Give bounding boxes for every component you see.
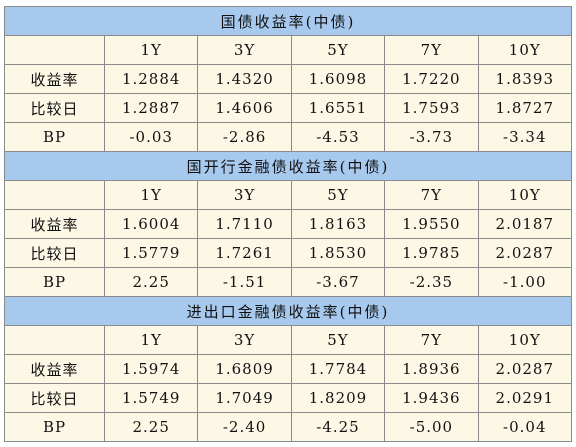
yield-table: 国债收益率(中债) 1Y 3Y 5Y 7Y 10Y 收益率 1.2884 1.4320 1.609… bbox=[4, 6, 573, 442]
cell-value: 1.7220 bbox=[384, 64, 479, 94]
header-corner bbox=[4, 180, 105, 210]
cell-value: 1.8209 bbox=[290, 383, 386, 413]
cell-value: 1.4320 bbox=[197, 64, 292, 94]
row-label: 收益率 bbox=[4, 354, 105, 384]
cell-value: -3.67 bbox=[290, 267, 386, 297]
section-title: 进出口金融债收益率(中债) bbox=[4, 296, 572, 326]
cell-value: 1.7110 bbox=[197, 209, 292, 239]
section-title-row: 国债收益率(中债) bbox=[4, 6, 572, 36]
cell-value: 1.5779 bbox=[103, 238, 199, 268]
column-header: 7Y bbox=[384, 35, 479, 65]
column-header: 3Y bbox=[197, 325, 292, 355]
cell-value: 1.2887 bbox=[103, 93, 199, 123]
table-body: 国债收益率(中债) 1Y 3Y 5Y 7Y 10Y 收益率 1.2884 1.4320 1.609… bbox=[4, 6, 573, 442]
cell-value: -3.73 bbox=[384, 122, 479, 152]
row-label: BP bbox=[4, 122, 105, 152]
column-header: 5Y bbox=[290, 35, 386, 65]
section-title-row: 国开行金融债收益率(中债) bbox=[4, 151, 572, 181]
cell-value: 1.8727 bbox=[477, 93, 573, 123]
cell-value: 1.7784 bbox=[290, 354, 386, 384]
cell-value: -0.03 bbox=[103, 122, 199, 152]
cell-value: -1.00 bbox=[477, 267, 573, 297]
header-corner bbox=[4, 325, 105, 355]
row-label: BP bbox=[4, 267, 105, 297]
data-row: 收益率 1.6004 1.7110 1.8163 1.9550 2.0187 bbox=[4, 209, 573, 239]
data-row: BP 2.25 -2.40 -4.25 -5.00 -0.04 bbox=[4, 412, 573, 442]
cell-value: 2.0187 bbox=[477, 209, 573, 239]
column-header: 3Y bbox=[197, 35, 292, 65]
row-label: 收益率 bbox=[4, 209, 105, 239]
cell-value: 1.6004 bbox=[103, 209, 199, 239]
cell-value: 1.8163 bbox=[290, 209, 386, 239]
row-label: 收益率 bbox=[4, 64, 105, 94]
cell-value: 1.8936 bbox=[384, 354, 479, 384]
data-row: 比较日 1.5779 1.7261 1.8530 1.9785 2.0287 bbox=[4, 238, 573, 268]
column-header: 10Y bbox=[477, 180, 573, 210]
cell-value: -2.35 bbox=[384, 267, 479, 297]
cell-value: 1.9785 bbox=[384, 238, 479, 268]
row-label: BP bbox=[4, 412, 105, 442]
cell-value: 1.9550 bbox=[384, 209, 479, 239]
cell-value: -3.34 bbox=[477, 122, 573, 152]
column-header: 10Y bbox=[477, 325, 573, 355]
cell-value: 1.7261 bbox=[197, 238, 292, 268]
cell-value: 1.9436 bbox=[384, 383, 479, 413]
cell-value: 1.2884 bbox=[103, 64, 199, 94]
column-header: 1Y bbox=[103, 325, 199, 355]
data-row: BP 2.25 -1.51 -3.67 -2.35 -1.00 bbox=[4, 267, 573, 297]
row-label: 比较日 bbox=[4, 238, 105, 268]
data-row: BP -0.03 -2.86 -4.53 -3.73 -3.34 bbox=[4, 122, 573, 152]
cell-value: 2.25 bbox=[103, 267, 199, 297]
column-header: 7Y bbox=[384, 325, 479, 355]
column-header: 1Y bbox=[103, 35, 199, 65]
cell-value: -2.40 bbox=[197, 412, 292, 442]
section-title: 国开行金融债收益率(中债) bbox=[4, 151, 572, 181]
yield-table-container: 国债收益率(中债) 1Y 3Y 5Y 7Y 10Y 收益率 1.2884 1.4320 1.609… bbox=[4, 6, 573, 442]
cell-value: 1.5749 bbox=[103, 383, 199, 413]
header-row: 1Y 3Y 5Y 7Y 10Y bbox=[4, 35, 573, 65]
data-row: 收益率 1.2884 1.4320 1.6098 1.7220 1.8393 bbox=[4, 64, 573, 94]
column-header: 5Y bbox=[290, 180, 386, 210]
cell-value: 1.6809 bbox=[197, 354, 292, 384]
row-label: 比较日 bbox=[4, 383, 105, 413]
header-corner bbox=[4, 35, 105, 65]
cell-value: 2.25 bbox=[103, 412, 199, 442]
cell-value: 1.4606 bbox=[197, 93, 292, 123]
column-header: 3Y bbox=[197, 180, 292, 210]
cell-value: 2.0287 bbox=[477, 354, 573, 384]
data-row: 比较日 1.2887 1.4606 1.6551 1.7593 1.8727 bbox=[4, 93, 573, 123]
section-title-row: 进出口金融债收益率(中债) bbox=[4, 296, 572, 326]
cell-value: 1.8393 bbox=[477, 64, 573, 94]
cell-value: 1.6551 bbox=[290, 93, 386, 123]
cell-value: -4.25 bbox=[290, 412, 386, 442]
section-title: 国债收益率(中债) bbox=[4, 6, 572, 36]
column-header: 7Y bbox=[384, 180, 479, 210]
column-header: 10Y bbox=[477, 35, 573, 65]
cell-value: -1.51 bbox=[197, 267, 292, 297]
cell-value: 1.7049 bbox=[197, 383, 292, 413]
cell-value: -5.00 bbox=[384, 412, 479, 442]
header-row: 1Y 3Y 5Y 7Y 10Y bbox=[4, 325, 573, 355]
column-header: 5Y bbox=[290, 325, 386, 355]
cell-value: -2.86 bbox=[197, 122, 292, 152]
header-row: 1Y 3Y 5Y 7Y 10Y bbox=[4, 180, 573, 210]
cell-value: 1.6098 bbox=[290, 64, 386, 94]
cell-value: 1.7593 bbox=[384, 93, 479, 123]
column-header: 1Y bbox=[103, 180, 199, 210]
row-label: 比较日 bbox=[4, 93, 105, 123]
data-row: 收益率 1.5974 1.6809 1.7784 1.8936 2.0287 bbox=[4, 354, 573, 384]
cell-value: 2.0287 bbox=[477, 238, 573, 268]
cell-value: 2.0291 bbox=[477, 383, 573, 413]
cell-value: 1.8530 bbox=[290, 238, 386, 268]
cell-value: -4.53 bbox=[290, 122, 386, 152]
cell-value: -0.04 bbox=[477, 412, 573, 442]
data-row: 比较日 1.5749 1.7049 1.8209 1.9436 2.0291 bbox=[4, 383, 573, 413]
cell-value: 1.5974 bbox=[103, 354, 199, 384]
